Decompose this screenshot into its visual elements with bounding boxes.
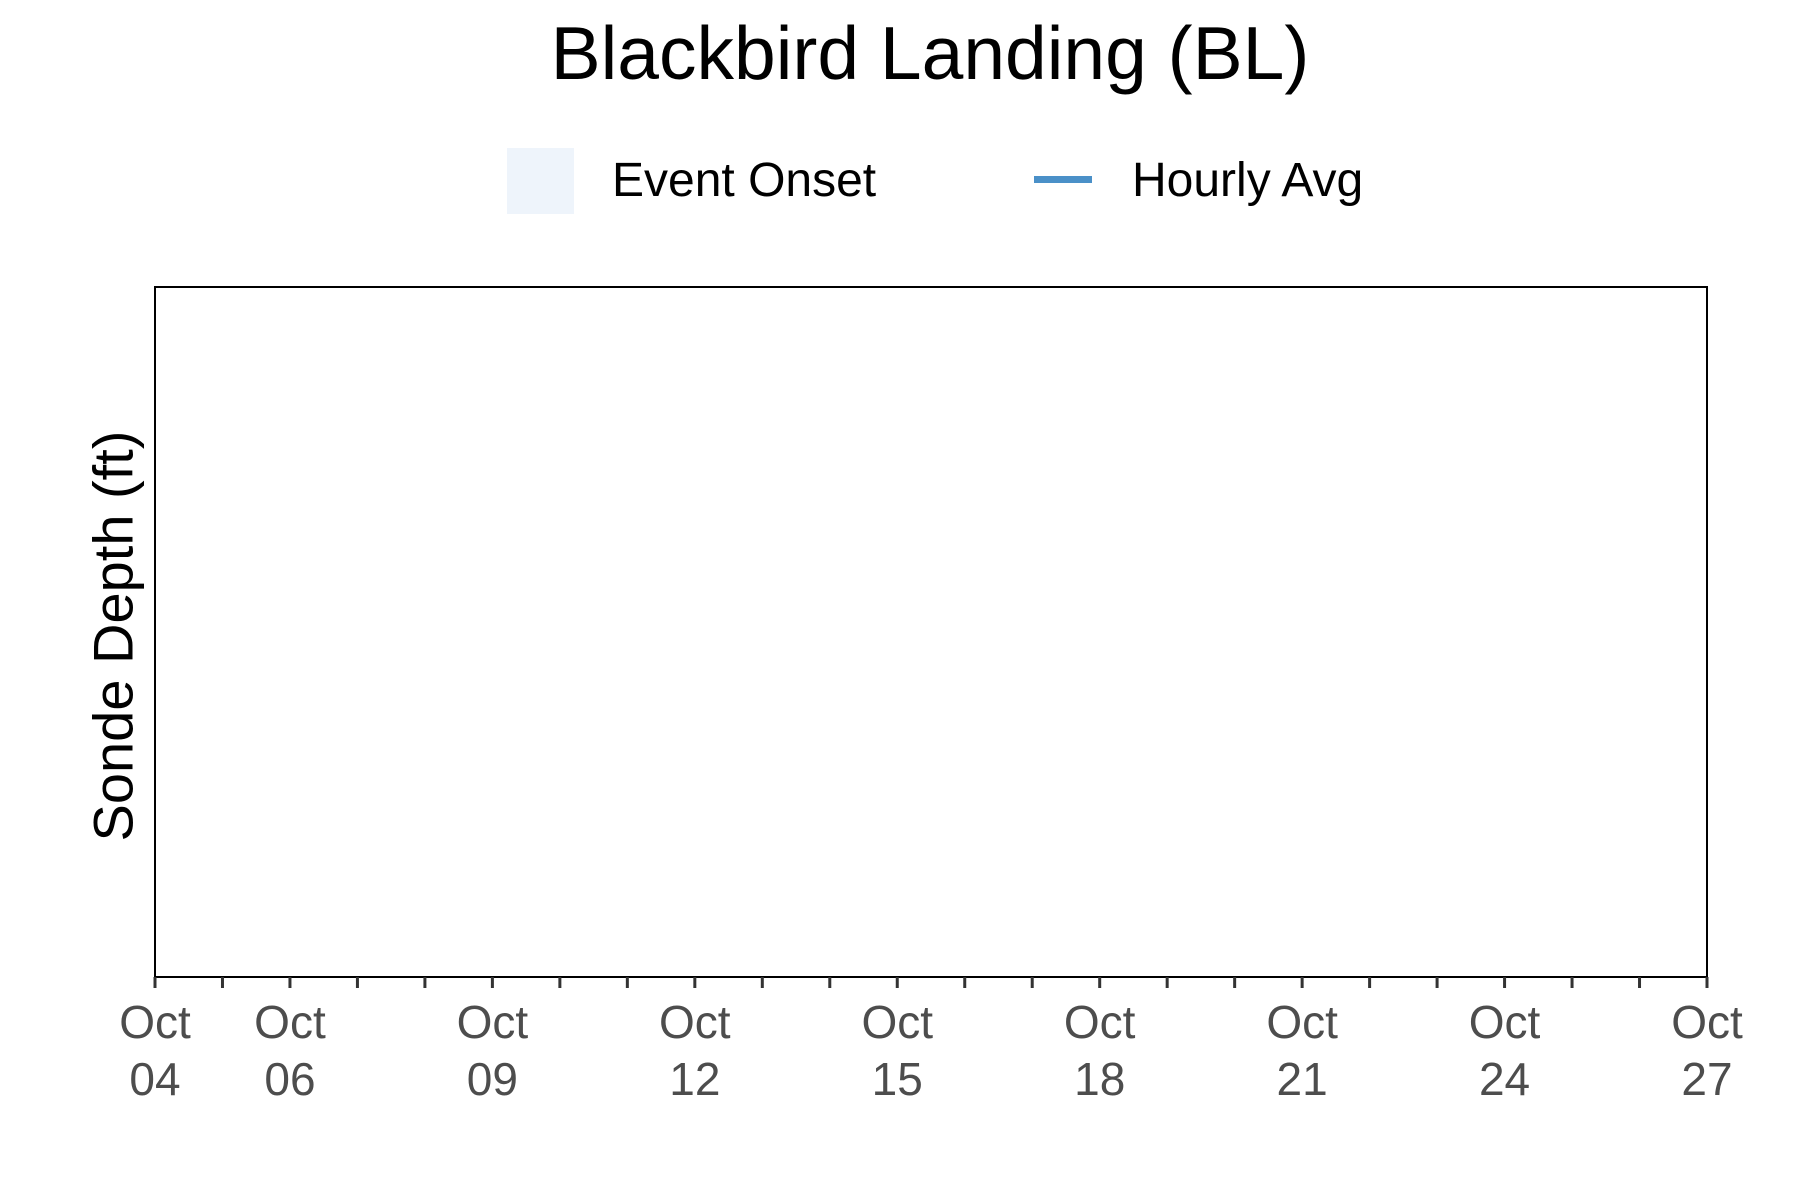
- legend-event-onset-label: Event Onset: [612, 154, 877, 207]
- x-tick-label: Oct 12: [659, 996, 731, 1105]
- x-axis-tick-labels: Oct 04 Oct 06 Oct 09 Oct 12 Oct 15 Oct 18 Oct 21 Oct 24…: [119, 996, 1743, 1105]
- chart-title: Blackbird Landing (BL): [550, 11, 1310, 95]
- x-tick-label: Oct 06: [254, 996, 326, 1105]
- x-tick-label: Oct 15: [861, 996, 933, 1105]
- x-tick-label: Oct 04: [119, 996, 191, 1105]
- x-tick-label: Oct 18: [1064, 996, 1136, 1105]
- x-tick-label: Oct 27: [1671, 996, 1743, 1105]
- x-axis-ticks: [153, 977, 1709, 988]
- x-tick-label: Oct 21: [1266, 996, 1338, 1105]
- legend-event-onset-swatch: [507, 148, 574, 214]
- legend-hourly-avg-label: Hourly Avg: [1132, 154, 1364, 207]
- plot-panel: [154, 286, 1708, 978]
- x-tick-label: Oct 24: [1469, 996, 1541, 1105]
- x-tick-label: Oct 09: [457, 996, 529, 1105]
- legend-hourly-avg-swatch: [1034, 176, 1092, 183]
